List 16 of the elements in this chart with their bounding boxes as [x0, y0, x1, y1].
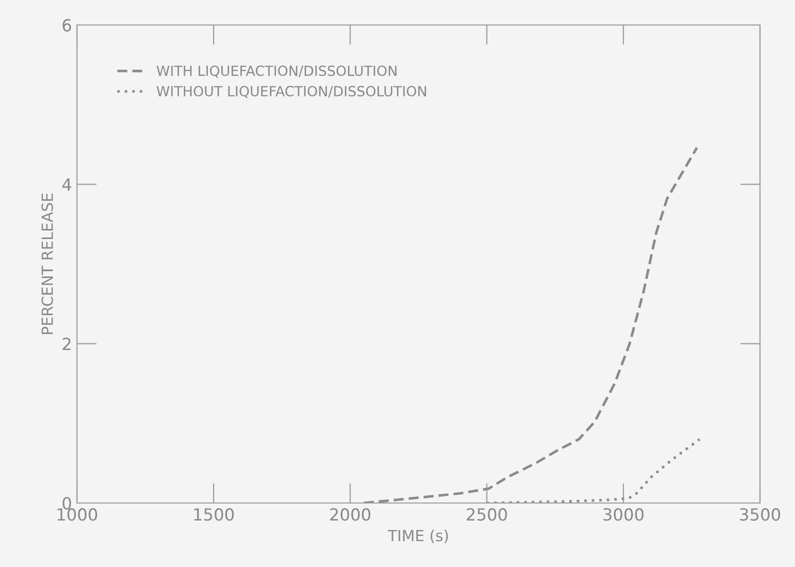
x-tick-label: 2000 [330, 508, 370, 521]
y-axis-title: PERCENT RELEASE [41, 194, 54, 334]
y-tick-label: 4 [62, 178, 72, 191]
line-series [486, 438, 701, 503]
x-tick-label: 3500 [740, 508, 780, 521]
y-tick-label: 6 [62, 18, 72, 32]
line-series [362, 146, 698, 503]
legend-label: WITHOUT LIQUEFACTION/DISSOLUTION [156, 86, 426, 98]
x-tick-label: 2500 [466, 508, 507, 521]
x-axis-title: TIME (s) [388, 530, 448, 544]
y-tick-label: 2 [62, 338, 70, 350]
x-tick-label: 3000 [603, 508, 644, 521]
x-tick-label: 1000 [58, 508, 98, 521]
legend-label: WITH LIQUEFACTION/DISSOLUTION [156, 66, 396, 78]
x-tick-label: 1500 [194, 508, 234, 521]
y-tick-label: 0 [62, 496, 72, 510]
